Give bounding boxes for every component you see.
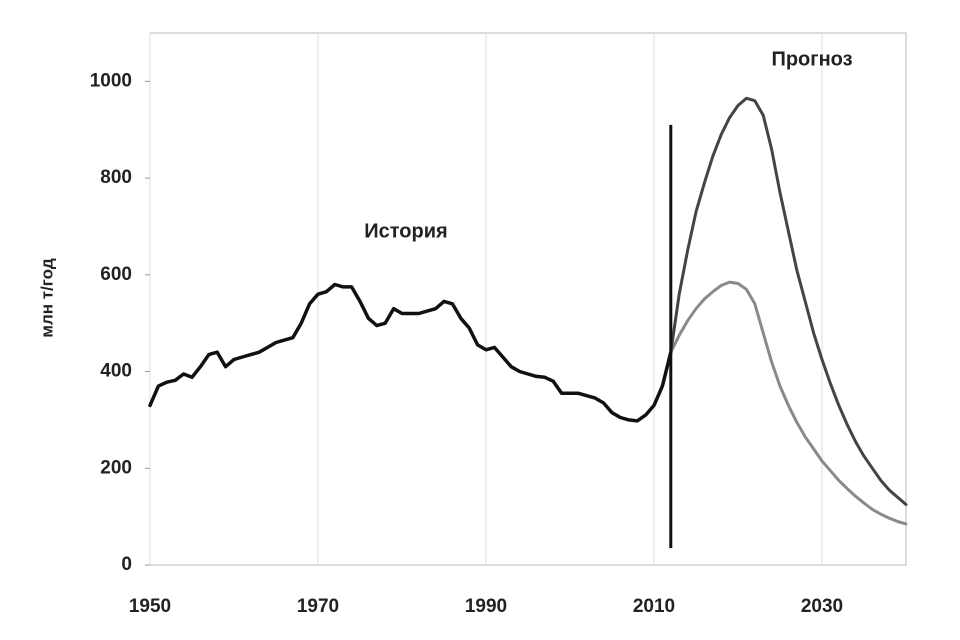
x-tick-label: 1970 bbox=[297, 596, 339, 617]
x-tick-label: 2030 bbox=[801, 596, 843, 617]
plot-frame bbox=[149, 32, 907, 566]
annotation: История bbox=[364, 220, 447, 242]
y-axis-label: млн т/год bbox=[37, 258, 56, 337]
y-tick-label: 400 bbox=[100, 361, 132, 382]
line-series bbox=[148, 282, 673, 423]
y-tick-label: 0 bbox=[121, 554, 132, 575]
y-tick-label: 200 bbox=[100, 457, 132, 478]
annotation: Прогноз bbox=[771, 48, 852, 70]
line-series bbox=[669, 280, 908, 526]
y-tick-label: 800 bbox=[100, 167, 132, 188]
y-tick-label: 1000 bbox=[90, 70, 132, 91]
y-tick-label: 600 bbox=[100, 264, 132, 285]
line-series bbox=[669, 96, 908, 506]
x-tick-label: 2010 bbox=[633, 596, 675, 617]
x-tick-label: 1990 bbox=[465, 596, 507, 617]
x-tick-label: 1950 bbox=[129, 596, 171, 617]
